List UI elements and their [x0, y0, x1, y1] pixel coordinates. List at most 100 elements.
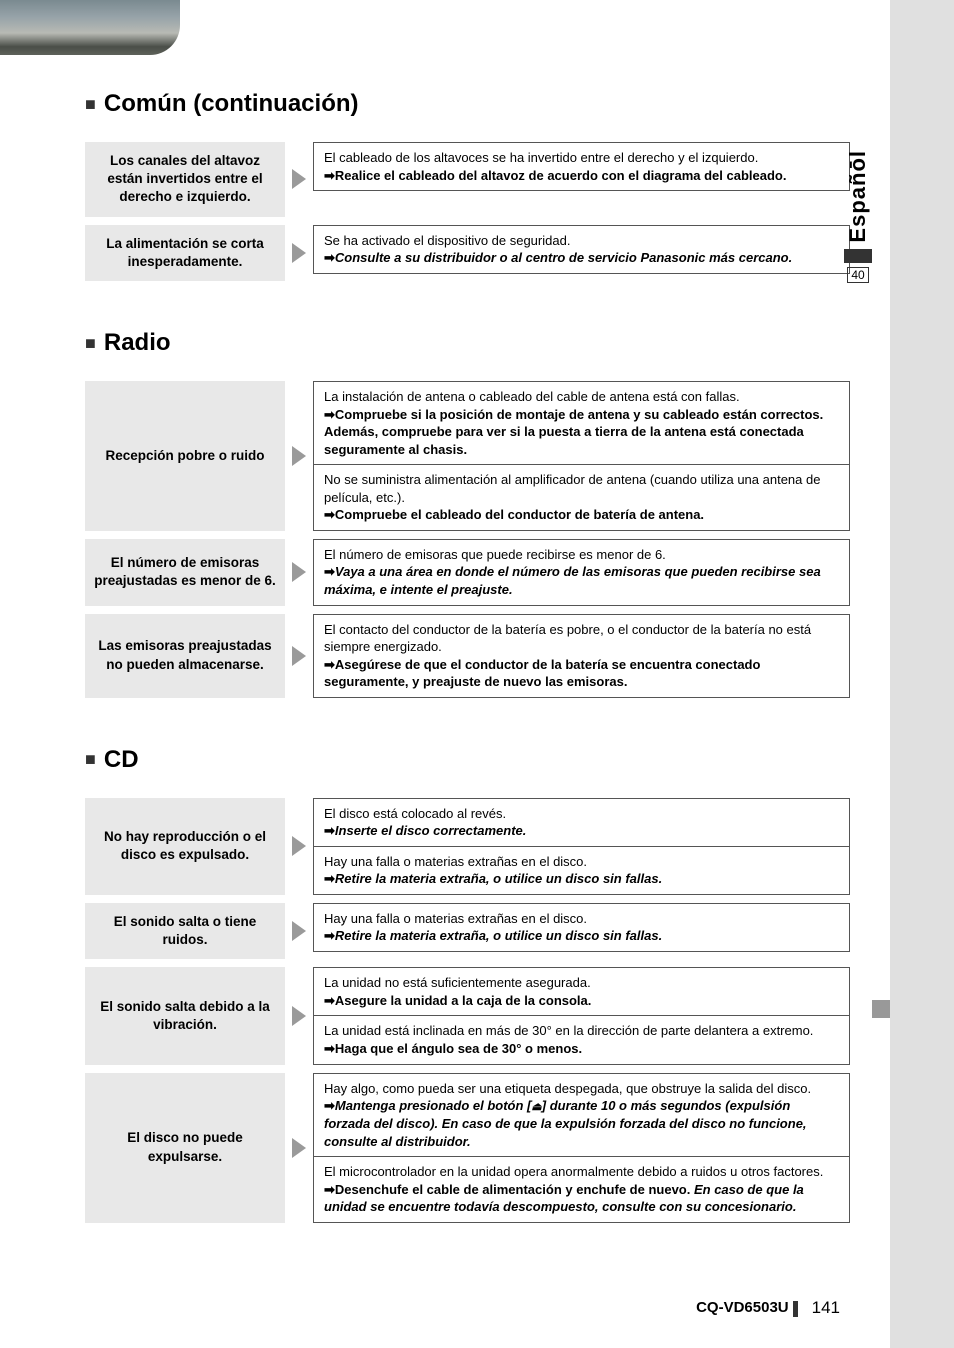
page-number: 141 — [812, 1298, 840, 1318]
arrow-icon — [285, 798, 313, 895]
section-title-text: Radio — [104, 329, 171, 357]
eject-icon: ⏏ — [531, 1100, 541, 1115]
action-arrow-icon: ➡ — [324, 1041, 335, 1056]
solutions-group: El cableado de los altavoces se ha inver… — [313, 142, 850, 217]
action-text: Mantenga presionado el botón [⏏] durante… — [324, 1098, 807, 1148]
language-label: Españōl — [845, 150, 871, 243]
solution-box: Hay una falla o materias extrañas en el … — [313, 847, 850, 895]
solutions-group: La unidad no está suficientemente asegur… — [313, 967, 850, 1064]
trouble-row: La alimentación se corta inesperadamente… — [85, 225, 850, 281]
action-arrow-icon: ➡ — [324, 564, 335, 579]
cause-text: Hay algo, como pueda ser una etiqueta de… — [324, 1081, 811, 1096]
arrow-icon — [285, 967, 313, 1064]
arrow-icon — [285, 225, 313, 281]
arrow-icon — [285, 381, 313, 531]
action-text: Compruebe si la posición de montaje de a… — [324, 407, 823, 457]
action-arrow-icon: ➡ — [324, 657, 335, 672]
section-title-cd: CD — [85, 746, 850, 774]
section-title-text: CD — [104, 746, 139, 774]
trouble-row: Recepción pobre o ruido La instalación de… — [85, 381, 850, 531]
action-text: Vaya a una área en donde el número de la… — [324, 564, 821, 597]
solution-box: La unidad está inclinada en más de 30° e… — [313, 1016, 850, 1064]
action-text: Asegúrese de que el conductor de la bate… — [324, 657, 760, 690]
solution-box: La instalación de antena o cableado del … — [313, 381, 850, 465]
solutions-group: Se ha activado el dispositivo de segurid… — [313, 225, 850, 281]
trouble-row: El sonido salta debido a la vibración. La… — [85, 967, 850, 1064]
cause-text: El número de emisoras que puede recibirs… — [324, 547, 666, 562]
cause-text: Hay una falla o materias extrañas en el … — [324, 911, 587, 926]
cause-text: El disco está colocado al revés. — [324, 806, 506, 821]
cause-text: Hay una falla o materias extrañas en el … — [324, 854, 587, 869]
problem-box: Las emisoras preajustadas no pueden alma… — [85, 614, 285, 698]
arrow-icon — [285, 142, 313, 217]
decorative-corner-photo — [0, 0, 180, 55]
solution-box: El cableado de los altavoces se ha inver… — [313, 142, 850, 191]
solutions-group: La instalación de antena o cableado del … — [313, 381, 850, 531]
solution-box: El microcontrolador en la unidad opera a… — [313, 1157, 850, 1223]
main-content: Común (continuación) Los canales del alt… — [0, 70, 890, 1223]
cause-text: El cableado de los altavoces se ha inver… — [324, 150, 758, 165]
arrow-icon — [285, 903, 313, 959]
solution-box: El disco está colocado al revés.➡Inserte… — [313, 798, 850, 847]
solutions-group: Hay una falla o materias extrañas en el … — [313, 903, 850, 959]
solution-box: Se ha activado el dispositivo de segurid… — [313, 225, 850, 274]
problem-box: La alimentación se corta inesperadamente… — [85, 225, 285, 281]
section-title-radio: Radio — [85, 329, 850, 357]
action-arrow-icon: ➡ — [324, 407, 335, 422]
action-text: Desenchufe el cable de alimentación y en… — [335, 1182, 694, 1197]
action-arrow-icon: ➡ — [324, 823, 335, 838]
solutions-group: El número de emisoras que puede recibirs… — [313, 539, 850, 606]
section-title-text: Común (continuación) — [104, 90, 359, 118]
cause-text: La instalación de antena o cableado del … — [324, 389, 740, 404]
trouble-row: Las emisoras preajustadas no pueden alma… — [85, 614, 850, 698]
page-footer: CQ-VD6503U 141 — [696, 1298, 840, 1318]
trouble-row: El sonido salta o tiene ruidos.Hay una f… — [85, 903, 850, 959]
action-arrow-icon: ➡ — [324, 1182, 335, 1197]
problem-box: El sonido salta debido a la vibración. — [85, 967, 285, 1064]
problem-box: Recepción pobre o ruido — [85, 381, 285, 531]
section-rows-radio: Recepción pobre o ruido La instalación de… — [85, 381, 850, 698]
action-text: Realice el cableado del altavoz de acuer… — [335, 168, 787, 183]
solutions-group: El contacto del conductor de la batería … — [313, 614, 850, 698]
action-text: Haga que el ángulo sea de 30° o menos. — [335, 1041, 582, 1056]
edge-marker — [872, 1000, 890, 1018]
arrow-icon — [285, 1073, 313, 1223]
action-arrow-icon: ➡ — [324, 507, 335, 522]
problem-box: El número de emisoras preajustadas es me… — [85, 539, 285, 606]
cause-text: Se ha activado el dispositivo de segurid… — [324, 233, 570, 248]
solution-box: El número de emisoras que puede recibirs… — [313, 539, 850, 606]
trouble-row: No hay reproducción o el disco es expuls… — [85, 798, 850, 895]
trouble-row: Los canales del altavoz están invertidos… — [85, 142, 850, 217]
problem-box: Los canales del altavoz están invertidos… — [85, 142, 285, 217]
model-number: CQ-VD6503U — [696, 1299, 798, 1316]
cause-text: La unidad está inclinada en más de 30° e… — [324, 1023, 813, 1038]
cause-text: No se suministra alimentación al amplifi… — [324, 472, 820, 505]
solution-box: La unidad no está suficientemente asegur… — [313, 967, 850, 1016]
arrow-icon — [285, 614, 313, 698]
action-arrow-icon: ➡ — [324, 993, 335, 1008]
model-text: CQ-VD6503U — [696, 1299, 789, 1316]
language-side-tab: Españōl 40 — [844, 150, 872, 283]
action-arrow-icon: ➡ — [324, 250, 335, 265]
trouble-row: El disco no puede expulsarse.Hay algo, c… — [85, 1073, 850, 1223]
action-arrow-icon: ➡ — [324, 1098, 335, 1113]
trouble-row: El número de emisoras preajustadas es me… — [85, 539, 850, 606]
problem-box: No hay reproducción o el disco es expuls… — [85, 798, 285, 895]
section-rows-comun: Los canales del altavoz están invertidos… — [85, 142, 850, 281]
cause-text: El contacto del conductor de la batería … — [324, 622, 811, 655]
action-text: Compruebe el cableado del conductor de b… — [335, 507, 704, 522]
section-title-comun: Común (continuación) — [85, 90, 850, 118]
solutions-group: El disco está colocado al revés.➡Inserte… — [313, 798, 850, 895]
arrow-icon — [285, 539, 313, 606]
solution-box: Hay una falla o materias extrañas en el … — [313, 903, 850, 952]
cause-text: El microcontrolador en la unidad opera a… — [324, 1164, 823, 1179]
solution-box: Hay algo, como pueda ser una etiqueta de… — [313, 1073, 850, 1157]
action-arrow-icon: ➡ — [324, 168, 335, 183]
action-text: Retire la materia extraña, o utilice un … — [335, 928, 662, 943]
action-arrow-icon: ➡ — [324, 871, 335, 886]
side-marker — [844, 249, 872, 263]
action-text: Asegure la unidad a la caja de la consol… — [335, 993, 591, 1008]
action-text: Retire la materia extraña, o utilice un … — [335, 871, 662, 886]
cause-text: La unidad no está suficientemente asegur… — [324, 975, 591, 990]
action-arrow-icon: ➡ — [324, 928, 335, 943]
